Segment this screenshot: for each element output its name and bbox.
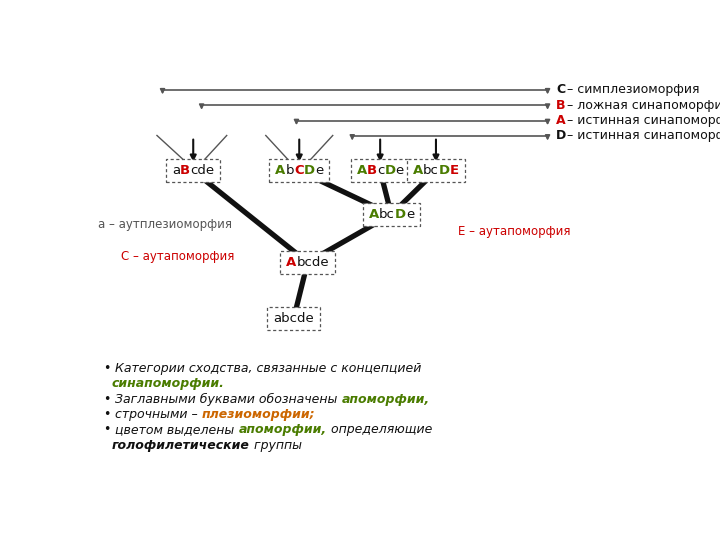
Text: e: e [395,164,404,177]
FancyBboxPatch shape [407,159,465,183]
FancyBboxPatch shape [166,159,220,183]
Text: C: C [294,164,304,177]
FancyBboxPatch shape [280,251,335,274]
Text: E – аутапоморфия: E – аутапоморфия [459,225,571,238]
Text: D: D [304,164,315,177]
Text: A: A [356,164,367,177]
Text: B: B [367,164,377,177]
Text: A: A [275,164,286,177]
Text: апоморфии,: апоморфии, [238,423,327,436]
Text: плезиоморфии;: плезиоморфии; [202,408,315,421]
Text: D: D [556,130,566,143]
Text: •: • [104,423,115,436]
Text: E: E [450,164,459,177]
Text: •: • [104,393,115,406]
Text: •: • [104,408,115,421]
Text: Категории сходства, связанные с концепцией: Категории сходства, связанные с концепци… [115,362,422,375]
Text: апоморфии,: апоморфии, [342,393,430,406]
FancyBboxPatch shape [351,159,410,183]
Text: Заглавными буквами обозначены: Заглавными буквами обозначены [115,393,342,406]
Text: B: B [180,164,190,177]
Text: •: • [104,362,115,375]
Text: a – аутплезиоморфия: a – аутплезиоморфия [99,218,233,231]
Text: синапоморфии.: синапоморфии. [112,377,225,390]
Text: строчными –: строчными – [115,408,202,421]
Text: A: A [369,208,379,221]
Text: группы: группы [250,439,302,452]
Text: определяющие: определяющие [327,423,432,436]
Text: c: c [377,164,384,177]
Text: A: A [413,164,423,177]
Text: B: B [556,99,565,112]
Text: – симплезиоморфия: – симплезиоморфия [562,83,699,96]
Text: – истинная синапоморфия: – истинная синапоморфия [562,130,720,143]
Text: цветом выделены: цветом выделены [115,423,238,436]
Text: C – аутапоморфия: C – аутапоморфия [121,251,234,264]
Text: голофилетические: голофилетические [112,439,250,452]
Text: bc: bc [379,208,395,221]
FancyBboxPatch shape [267,307,320,330]
Text: A: A [286,256,297,269]
Text: b: b [286,164,294,177]
FancyBboxPatch shape [269,159,329,183]
Text: A: A [556,114,565,127]
Text: cde: cde [190,164,215,177]
Text: bc: bc [423,164,439,177]
FancyBboxPatch shape [363,203,420,226]
Text: D: D [384,164,395,177]
Text: – ложная синапоморфия: – ложная синапоморфия [562,99,720,112]
Text: e: e [315,164,323,177]
Text: bcde: bcde [297,256,329,269]
Text: a: a [172,164,180,177]
Text: – истинная синапоморфия: – истинная синапоморфия [562,114,720,127]
Text: e: e [406,208,414,221]
Text: D: D [395,208,406,221]
Text: abcde: abcde [274,312,314,325]
Text: C: C [556,83,565,96]
Text: D: D [439,164,450,177]
